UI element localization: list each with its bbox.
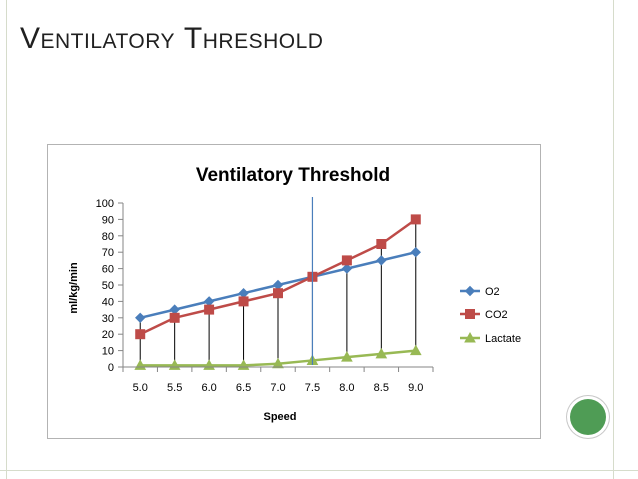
decorative-green-circle (570, 399, 606, 435)
y-tick-label: 60 (102, 264, 114, 276)
slide-bottom-rule (0, 470, 638, 471)
data-point-o2 (376, 255, 387, 266)
chart-svg: Ventilatory Threshold ml/kg/min Speed 0 1… (68, 165, 521, 423)
data-point-co2 (273, 288, 283, 299)
y-tick-label: 50 (102, 280, 114, 292)
y-tick-label: 20 (102, 329, 114, 341)
y-tick-label: 10 (102, 346, 114, 358)
x-tick-label: 9.0 (408, 382, 423, 394)
y-tick-label: 80 (102, 231, 114, 243)
data-point-co2 (204, 304, 215, 315)
data-point-lactate (341, 351, 353, 362)
x-tick-label: 8.5 (374, 382, 389, 394)
legend-marker-co2 (465, 309, 475, 319)
data-point-co2 (376, 239, 387, 249)
slide-title-word-2: Threshold (183, 22, 324, 55)
data-point-o2 (341, 263, 353, 274)
data-point-co2 (238, 296, 249, 307)
data-point-co2 (135, 329, 146, 340)
data-point-lactate (272, 357, 284, 369)
x-tick-label: 5.5 (167, 382, 182, 394)
slide-left-rule (6, 0, 7, 479)
data-point-co2 (341, 255, 352, 266)
data-point-o2 (272, 279, 284, 291)
y-axis-label: ml/kg/min (68, 262, 80, 314)
x-tick-label: 5.0 (133, 382, 148, 394)
y-tick-label: 30 (102, 313, 114, 325)
data-point-lactate (375, 347, 388, 359)
y-tick-label: 70 (102, 247, 114, 259)
x-tick-label: 8.0 (339, 382, 354, 394)
y-tick-label: 0 (108, 362, 114, 374)
data-point-lactate (409, 344, 422, 356)
chart-title: Ventilatory Threshold (196, 165, 390, 186)
slide-title-word-1: Ventilatory (20, 22, 176, 55)
y-tick-label: 40 (102, 296, 114, 308)
data-point-o2 (238, 287, 249, 299)
data-point-o2 (135, 312, 146, 324)
data-point-co2 (169, 312, 180, 323)
data-point-o2 (203, 296, 215, 307)
x-tick-label: 7.5 (305, 382, 320, 394)
data-point-co2 (410, 214, 421, 225)
x-tick-label: 7.0 (270, 382, 285, 394)
y-tick-label: 90 (102, 214, 114, 226)
data-point-o2 (410, 246, 421, 258)
x-tick-labels: 5.0 5.5 6.0 6.5 7.0 7.5 8.0 8.5 9.0 (133, 382, 424, 394)
slide-right-rule (613, 0, 614, 479)
y-tick-label: 100 (96, 198, 114, 210)
legend-marker-o2 (464, 285, 476, 297)
y-tick-labels: 0 10 20 30 40 50 60 70 80 90 100 (96, 198, 114, 374)
x-tick-label: 6.0 (201, 382, 216, 394)
chart-legend: O2 CO2 Lactate (460, 285, 521, 345)
x-tick-label: 6.5 (236, 382, 251, 394)
chart-axes (118, 202, 434, 372)
legend-label-o2: O2 (485, 286, 500, 298)
legend-marker-lactate (464, 331, 476, 343)
legend-label-lactate: Lactate (485, 333, 521, 345)
data-point-o2 (169, 304, 180, 315)
slide-title: Ventilatory Threshold (20, 22, 323, 56)
legend-label-co2: CO2 (485, 309, 508, 321)
x-axis-label: Speed (263, 411, 296, 423)
chart-container: Ventilatory Threshold ml/kg/min Speed 0 1… (47, 144, 541, 439)
